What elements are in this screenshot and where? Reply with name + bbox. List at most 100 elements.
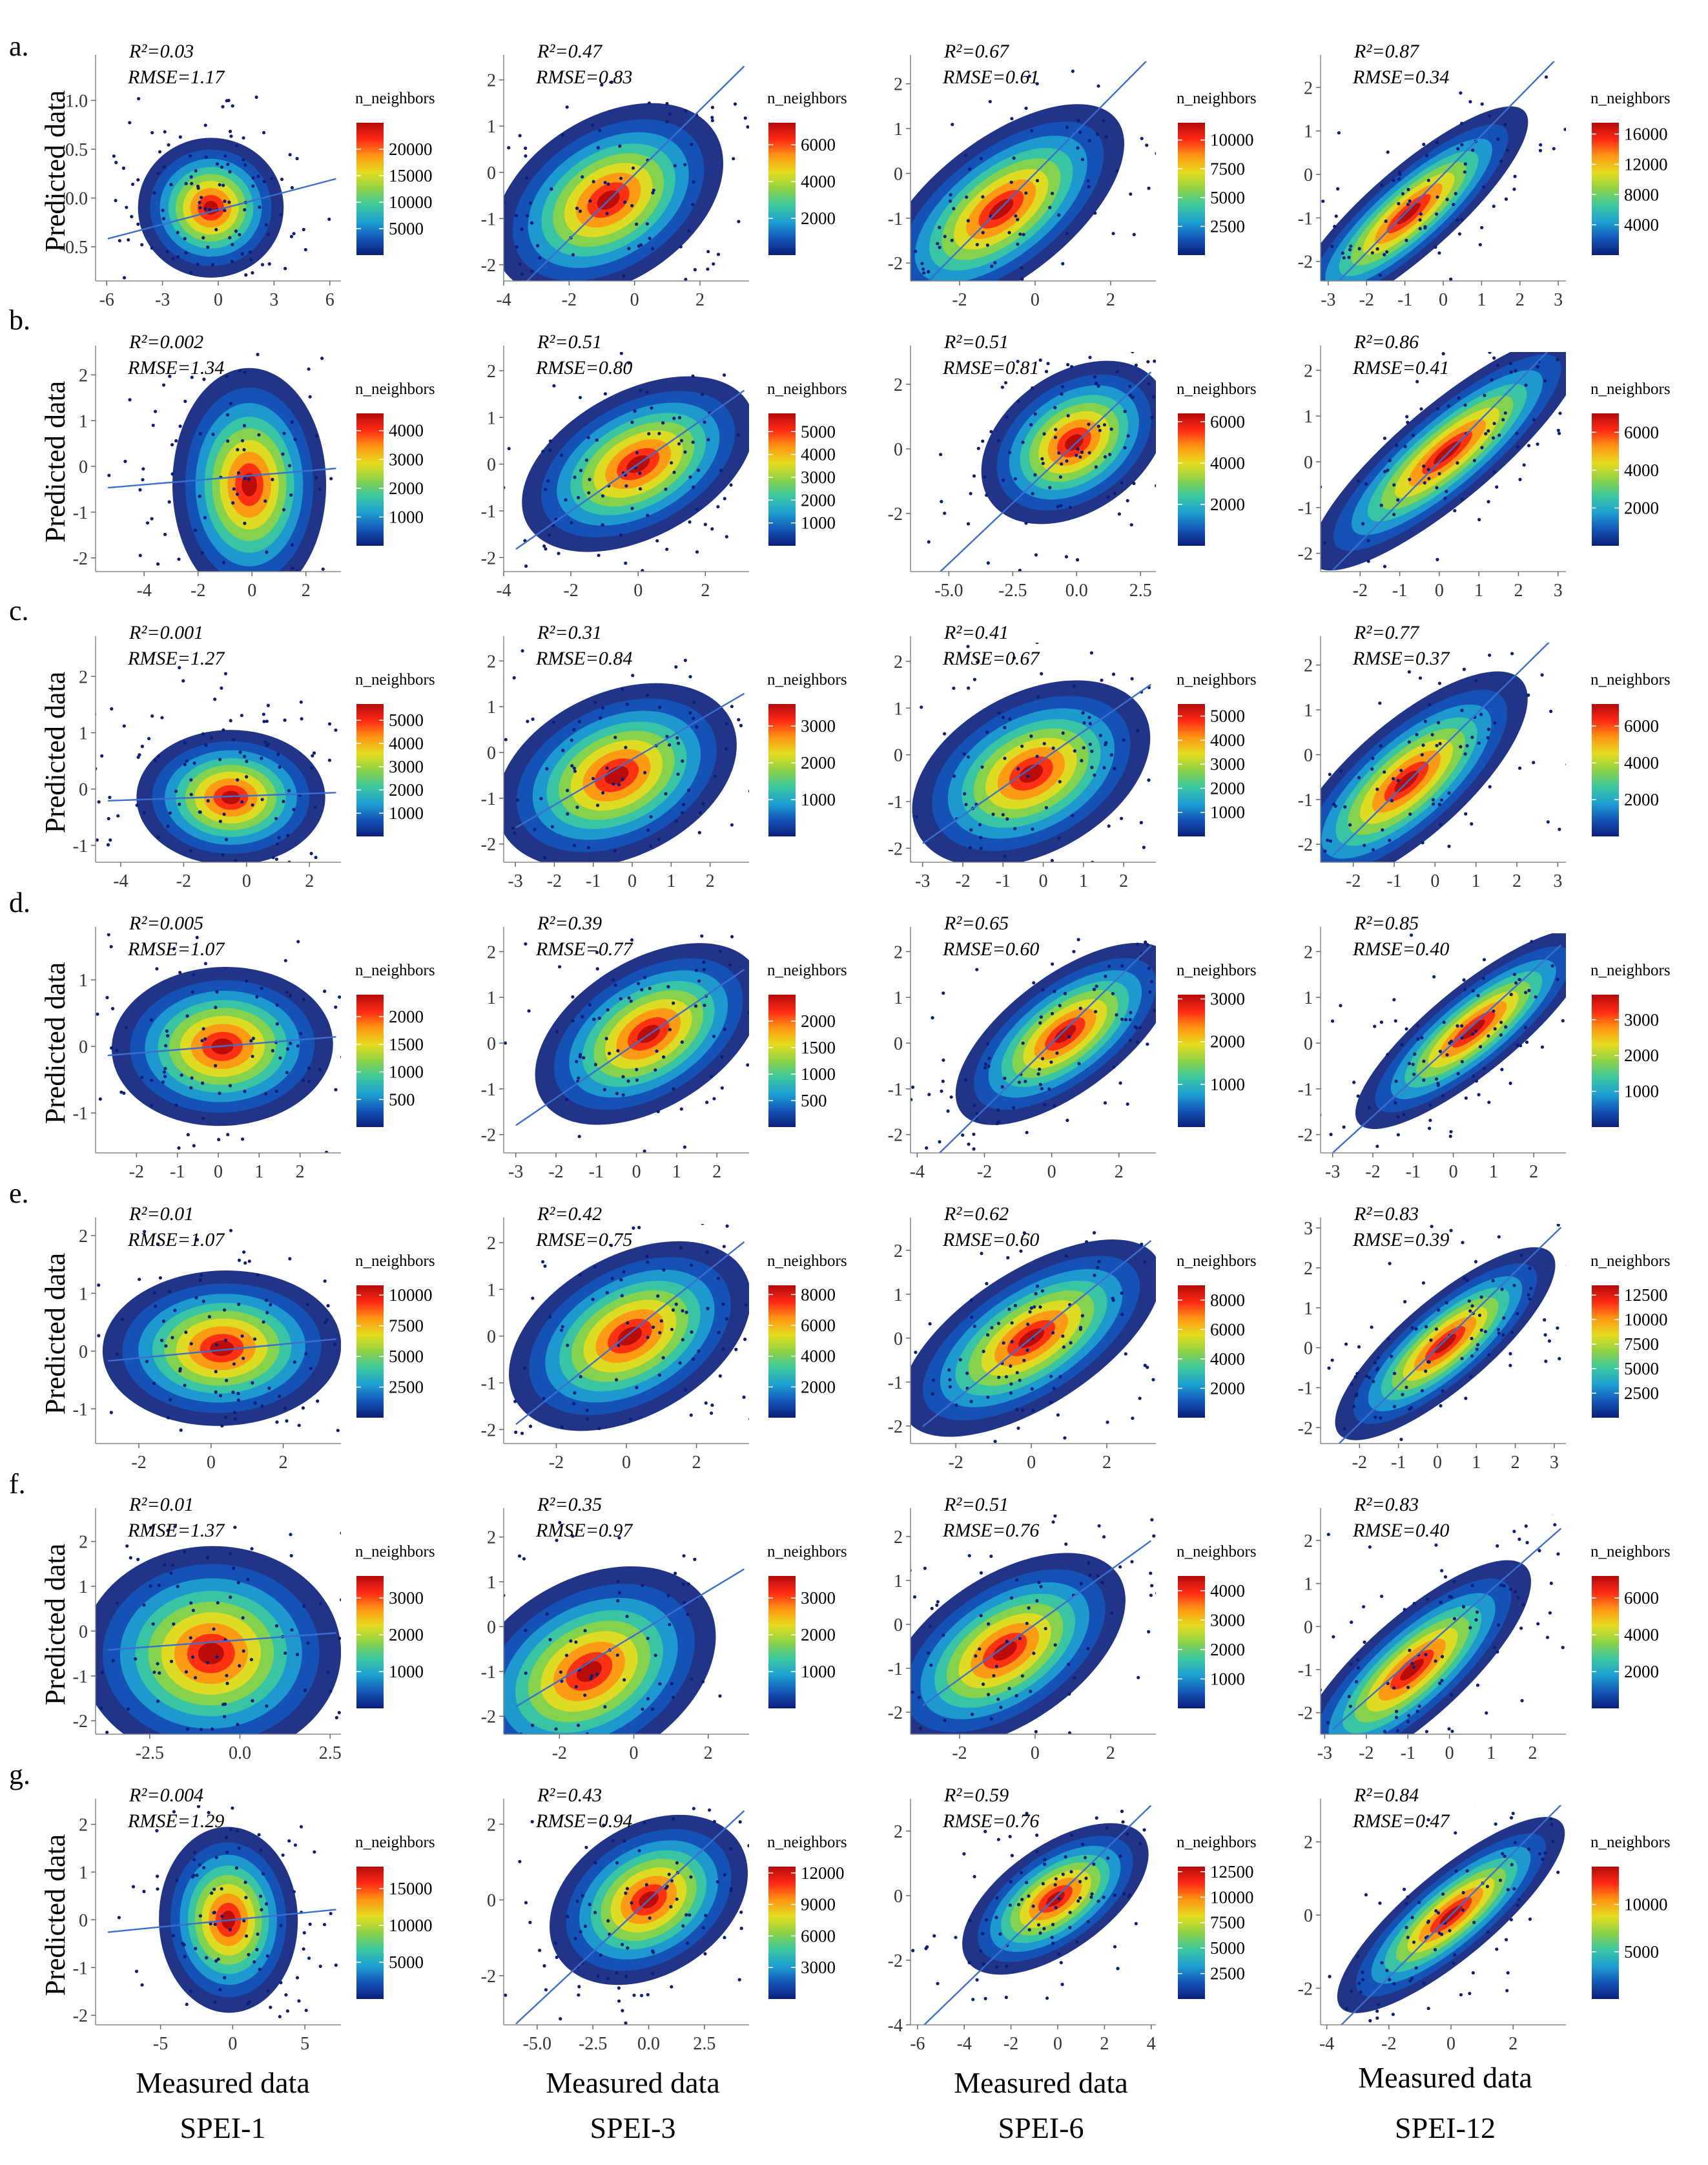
scatter-point bbox=[149, 1526, 152, 1529]
scatter-point bbox=[1422, 1078, 1426, 1082]
scatter-point bbox=[1050, 191, 1055, 196]
scatter-point bbox=[617, 1986, 621, 1990]
scatter-point bbox=[688, 1913, 692, 1917]
scatter-point bbox=[1383, 436, 1387, 440]
scatter-point bbox=[1260, 2122, 1263, 2126]
scatter-point bbox=[1161, 99, 1164, 103]
y-tick-label: -2 bbox=[888, 504, 903, 524]
scatter-point bbox=[1440, 1655, 1445, 1659]
scatter-point bbox=[1503, 1854, 1507, 1858]
scatter-point bbox=[1527, 1847, 1531, 1851]
scatter-point bbox=[504, 738, 508, 741]
scatter-point bbox=[1410, 1326, 1414, 1330]
scatter-point bbox=[1040, 1734, 1043, 1737]
scatter-point bbox=[1386, 468, 1390, 472]
scatter-point bbox=[679, 1107, 683, 1111]
scatter-point bbox=[1343, 805, 1347, 809]
x-tick-label: 2 bbox=[1106, 1743, 1115, 1763]
scatter-point bbox=[486, 235, 489, 238]
scatter-point bbox=[577, 1985, 581, 1989]
scatter-point bbox=[927, 540, 931, 544]
scatter-point bbox=[1149, 1571, 1153, 1575]
y-tick-label: -1 bbox=[73, 1104, 88, 1124]
scatter-point bbox=[348, 1586, 351, 1590]
y-tick-label: 2 bbox=[487, 652, 496, 672]
scatter-point bbox=[635, 222, 639, 226]
scatter-point bbox=[1459, 1993, 1463, 1997]
scatter-point bbox=[224, 1836, 229, 1839]
legend-title-d-spei-6: n_neighbors bbox=[1177, 962, 1257, 979]
scatter-point bbox=[577, 495, 581, 500]
scatter-point bbox=[888, 1197, 891, 1201]
scatter-point bbox=[512, 676, 516, 680]
scatter-point bbox=[613, 1183, 617, 1186]
scatter-point bbox=[1375, 247, 1379, 251]
scatter-point bbox=[1299, 450, 1302, 453]
scatter-point bbox=[1020, 744, 1024, 748]
regression-line-d-spei-12 bbox=[1332, 944, 1562, 1153]
x-tick-label: 0 bbox=[228, 2034, 237, 2054]
scatter-point bbox=[1111, 672, 1116, 676]
scatter-point bbox=[887, 1099, 890, 1103]
scatter-point bbox=[891, 1115, 894, 1118]
scatter-point bbox=[1516, 445, 1519, 449]
scatter-point bbox=[938, 1140, 941, 1144]
scatter-point bbox=[90, 1150, 93, 1154]
scatter-point bbox=[1069, 1341, 1073, 1345]
scatter-point bbox=[571, 1534, 575, 1538]
scatter-point bbox=[1612, 79, 1615, 83]
scatter-point bbox=[237, 1846, 241, 1850]
scatter-point bbox=[1497, 433, 1501, 437]
r2-label-g-spei-6: R²=0.59 bbox=[943, 1785, 1009, 1806]
scatter-point bbox=[1409, 933, 1414, 937]
scatter-point bbox=[1521, 479, 1525, 482]
colorbar-tick-label: 5000 bbox=[1210, 707, 1245, 726]
scatter-point bbox=[827, 39, 830, 43]
scatter-point bbox=[278, 1056, 282, 1060]
scatter-point bbox=[214, 1064, 218, 1068]
colorbar-tick-label: 16000 bbox=[1624, 125, 1668, 144]
scatter-point bbox=[989, 1554, 993, 1559]
colorbar-c-spei-12 bbox=[1592, 704, 1619, 836]
x-tick-label: 0 bbox=[633, 581, 643, 601]
scatter-point bbox=[548, 533, 551, 537]
scatter-point bbox=[1448, 1929, 1452, 1932]
scatter-point bbox=[201, 1116, 205, 1121]
scatter-point bbox=[920, 1458, 923, 1462]
scatter-point bbox=[1535, 924, 1538, 927]
rmse-label-b-spei-12: RMSE=0.41 bbox=[1352, 357, 1449, 378]
x-tick-label: -3 bbox=[508, 1162, 523, 1182]
scatter-point bbox=[1078, 130, 1082, 134]
scatter-point bbox=[763, 355, 766, 358]
scatter-point bbox=[1215, 1852, 1219, 1856]
scatter-point bbox=[1550, 964, 1554, 968]
scatter-point bbox=[262, 720, 266, 723]
scatter-point bbox=[247, 1953, 251, 1956]
scatter-point bbox=[1005, 817, 1009, 821]
scatter-point bbox=[308, 1922, 312, 1926]
scatter-point bbox=[1272, 1116, 1275, 1119]
scatter-point bbox=[754, 67, 757, 70]
scatter-point bbox=[895, 532, 898, 535]
scatter-point bbox=[1422, 464, 1426, 468]
scatter-point bbox=[1394, 1715, 1399, 1719]
scatter-point bbox=[318, 1068, 322, 1072]
scatter-point bbox=[217, 1137, 221, 1141]
scatter-point bbox=[1134, 363, 1138, 368]
scatter-point bbox=[572, 1402, 576, 1405]
scatter-point bbox=[442, 1559, 446, 1562]
scatter-point bbox=[209, 736, 214, 740]
scatter-point bbox=[167, 1289, 171, 1293]
scatter-point bbox=[1421, 743, 1425, 747]
scatter-point bbox=[365, 366, 369, 369]
scatter-point bbox=[160, 716, 164, 720]
scatter-point bbox=[1446, 404, 1450, 408]
scatter-point bbox=[130, 182, 135, 186]
scatter-point bbox=[624, 2021, 628, 2025]
scatter-point bbox=[1506, 1888, 1510, 1892]
scatter-point bbox=[1606, 918, 1609, 922]
scatter-point bbox=[572, 728, 576, 732]
scatter-point bbox=[240, 1334, 244, 1338]
y-tick-label: 0 bbox=[487, 163, 496, 183]
colorbar-tick-label: 2500 bbox=[1210, 1964, 1245, 1984]
